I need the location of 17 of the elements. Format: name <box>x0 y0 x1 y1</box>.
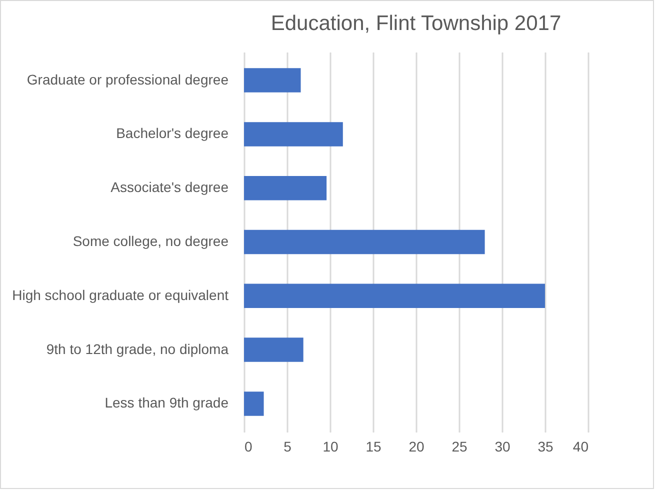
x-tick-label: 5 <box>284 438 292 454</box>
x-tick-label: 40 <box>572 438 589 454</box>
x-tick-label: 0 <box>244 438 252 454</box>
y-tick-label: Graduate or professional degree <box>26 71 229 88</box>
x-tick-label: 15 <box>366 438 382 454</box>
x-tick-label: 25 <box>452 438 468 454</box>
y-tick-label: High school graduate or equivalent <box>12 286 229 303</box>
x-tick-label: 35 <box>538 438 554 454</box>
x-tick-label: 20 <box>408 438 424 454</box>
y-tick-label: Less than 9th grade <box>104 394 229 411</box>
x-tick-label: 10 <box>322 438 338 454</box>
chart-title: Education, Flint Township 2017 <box>270 12 562 35</box>
y-tick-label: Some college, no degree <box>72 233 229 249</box>
y-tick-label: 9th to 12th grade, no diploma <box>46 340 229 357</box>
y-tick-label: Associate's degree <box>110 179 229 196</box>
x-tick-label: 30 <box>494 438 510 454</box>
y-tick-label: Bachelor's degree <box>116 125 229 142</box>
